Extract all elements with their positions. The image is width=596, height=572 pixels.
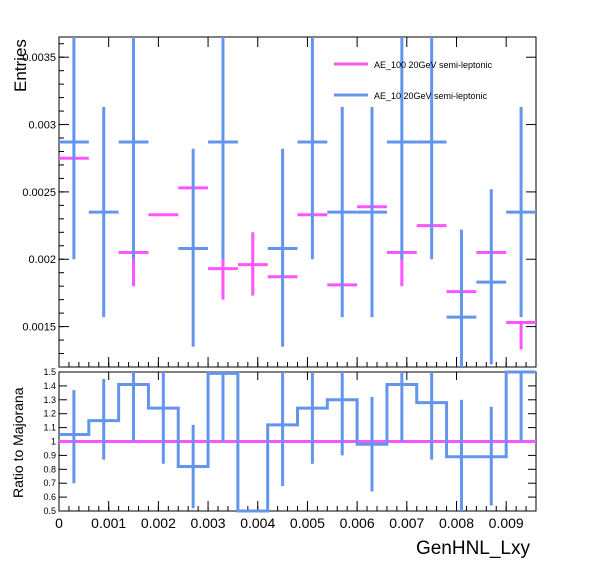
ratio-y-tick-label-8: 1.3 [43, 395, 56, 405]
x-tick-label-5: 0.005 [290, 515, 325, 531]
top-series-1-point-0 [59, 37, 89, 260]
top-panel: 0.0015 0.002 0.0025 0.003 0.0035 Entries AE_… [11, 36, 537, 368]
ratio-y-tick-label-5: 1 [51, 437, 56, 447]
ratio-y-tick-label-9: 1.4 [43, 381, 56, 391]
top-series-layer [59, 37, 536, 367]
x-tick-label-9: 0.009 [489, 515, 524, 531]
x-tick-label-6: 0.006 [340, 515, 375, 531]
top-series-1-point-9 [386, 37, 417, 260]
ratio-y-tick-label-7: 1.2 [43, 409, 56, 419]
x-tick-label-4: 0.004 [240, 515, 275, 531]
top-series-1-point-2 [118, 37, 149, 260]
legend-label-ae10: AE_10 20GeV semi-leptonic [374, 91, 488, 101]
ratio-panel: 0.50.60.70.80.911.11.21.31.41.5 0 0.001 0.… [10, 37, 537, 559]
ratio-y-tick-label-10: 1.5 [43, 367, 56, 377]
top-series-1-point-8 [357, 107, 387, 318]
x-tick-label-1: 0.001 [91, 515, 126, 531]
ratio-y-axis: 0.5 0.6 0.7 0.8 0.9 1 1.1 1.2 1.3 1.4 1.5 [43, 367, 536, 516]
top-y-tick-label-4: 0.0035 [22, 52, 56, 64]
ratio-y-tick-label-6: 1.1 [43, 423, 56, 433]
x-tick-label-8: 0.008 [439, 515, 474, 531]
top-series-1-point-11 [446, 229, 477, 367]
top-series-1-point-13 [506, 107, 536, 318]
x-axis: 0 0.001 0.002 0.003 0.004 0.005 0.006 0.007 0.00… [55, 37, 527, 531]
top-series-0-point-14 [506, 321, 536, 350]
top-y-axis: 0.0015 0.002 0.0025 0.003 0.0035 [22, 43, 536, 368]
top-series-1-point-4 [208, 37, 238, 260]
x-tick-label-0: 0 [55, 515, 63, 531]
top-series-1-point-10 [416, 37, 447, 260]
x-tick-label-2: 0.002 [141, 515, 176, 531]
ratio-step-line [59, 370, 536, 513]
top-y-tick-label-0: 0.0015 [22, 322, 56, 334]
x-tick-label-3: 0.003 [191, 515, 226, 531]
ratio-y-tick-label-1: 0.6 [43, 492, 56, 502]
top-series-1-point-3 [178, 148, 209, 347]
legend: AE_100 20GeV semi-leptonic AE_10 20GeV s… [334, 60, 493, 101]
ratio-y-axis-title: Ratio to Majorana [10, 387, 26, 498]
legend-label-ae100: AE_100 20GeV semi-leptonic [374, 60, 493, 70]
top-y-tick-label-3: 0.003 [28, 120, 56, 132]
top-series-0-point-5 [237, 232, 268, 296]
top-series-1-point-6 [297, 37, 328, 260]
ratio-y-tick-label-0: 0.5 [43, 506, 56, 516]
top-series-1-point-1 [88, 107, 119, 318]
x-tick-label-7: 0.007 [389, 515, 424, 531]
x-axis-title: GenHNL_Lxy [416, 538, 531, 559]
top-y-axis-title: Entries [11, 39, 30, 92]
ratio-y-tick-label-4: 0.9 [43, 450, 56, 460]
ratio-series-layer [59, 370, 536, 513]
top-series-1-point-5 [267, 148, 298, 347]
top-y-tick-label-1: 0.002 [28, 254, 56, 266]
ratio-y-tick-label-3: 0.8 [43, 464, 56, 474]
top-series-1-point-7 [327, 107, 358, 318]
top-y-tick-label-2: 0.0025 [22, 187, 56, 199]
top-series-1-point-12 [476, 189, 507, 365]
ratio-y-tick-label-2: 0.7 [43, 478, 56, 488]
